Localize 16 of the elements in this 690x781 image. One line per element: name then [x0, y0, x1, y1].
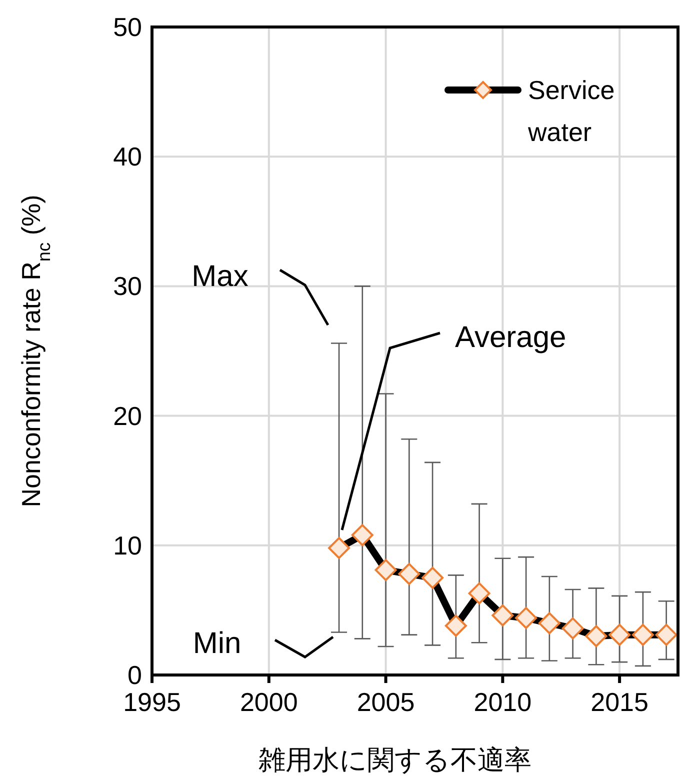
x-tick-label: 2015 — [590, 687, 648, 717]
x-axis-title: 雑用水に関する不適率 — [258, 745, 532, 775]
y-tick-label: 20 — [113, 400, 142, 431]
annotation: Average — [455, 321, 566, 354]
annotation: Min — [192, 627, 242, 660]
y-tick-label: 10 — [113, 530, 142, 560]
annotation: Max — [192, 260, 248, 293]
y-tick-label: 30 — [113, 271, 142, 302]
x-tick-label: 1995 — [123, 687, 181, 717]
y-tick-label: 40 — [113, 142, 142, 172]
y-tick-label: 50 — [113, 12, 142, 42]
x-tick-label: 2005 — [356, 687, 415, 717]
x-tick-label: 2010 — [474, 687, 532, 717]
legend-label: Service water — [527, 75, 615, 147]
y-tick-label: 0 — [128, 660, 142, 690]
x-tick-label: 2000 — [240, 687, 298, 717]
